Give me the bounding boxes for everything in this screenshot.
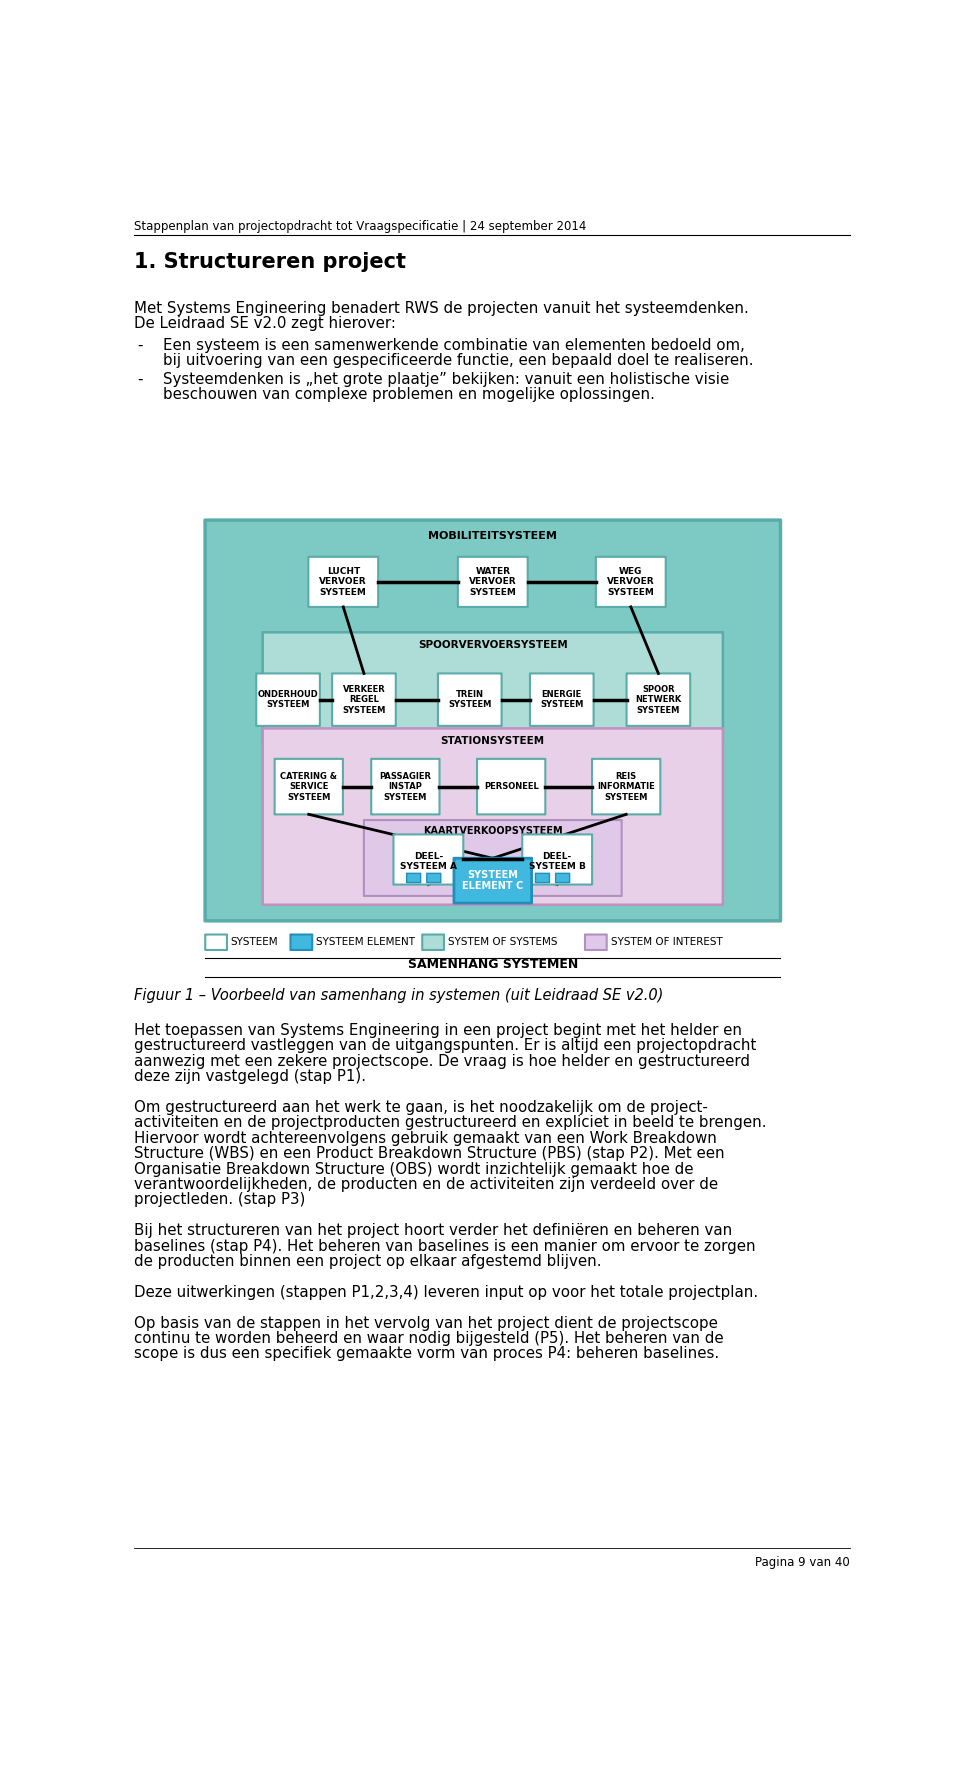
Text: -: - <box>137 338 142 352</box>
Text: projectleden. (stap P3): projectleden. (stap P3) <box>134 1192 305 1208</box>
Text: ENERGIE
SYSTEEM: ENERGIE SYSTEEM <box>540 690 584 709</box>
Text: activiteiten en de projectproducten gestructureerd en expliciet in beeld te bren: activiteiten en de projectproducten gest… <box>134 1116 766 1130</box>
Text: CATERING &
SERVICE
SYSTEEM: CATERING & SERVICE SYSTEEM <box>280 771 337 801</box>
Text: Deze uitwerkingen (stappen P1,2,3,4) leveren input op voor het totale projectpla: Deze uitwerkingen (stappen P1,2,3,4) lev… <box>134 1284 758 1300</box>
FancyBboxPatch shape <box>438 674 501 725</box>
Text: 1. Structureren project: 1. Structureren project <box>134 253 406 272</box>
FancyBboxPatch shape <box>407 874 420 883</box>
FancyBboxPatch shape <box>596 557 665 607</box>
Text: ONDERHOUD
SYSTEEM: ONDERHOUD SYSTEEM <box>257 690 319 709</box>
Text: Figuur 1 – Voorbeeld van samenhang in systemen (uit Leidraad SE v2.0): Figuur 1 – Voorbeeld van samenhang in sy… <box>134 989 663 1003</box>
FancyBboxPatch shape <box>556 874 569 883</box>
Text: PERSONEEL: PERSONEEL <box>484 782 539 791</box>
Text: SYSTEEM
ELEMENT C: SYSTEEM ELEMENT C <box>462 870 523 892</box>
FancyBboxPatch shape <box>592 759 660 814</box>
Text: De Leidraad SE v2.0 zegt hierover:: De Leidraad SE v2.0 zegt hierover: <box>134 317 396 331</box>
Text: PASSAGIER
INSTAP
SYSTEEM: PASSAGIER INSTAP SYSTEEM <box>379 771 431 801</box>
Text: WEG
VERVOER
SYSTEEM: WEG VERVOER SYSTEEM <box>607 568 655 596</box>
FancyBboxPatch shape <box>263 729 723 904</box>
FancyBboxPatch shape <box>477 759 545 814</box>
Text: Op basis van de stappen in het vervolg van het project dient de projectscope: Op basis van de stappen in het vervolg v… <box>134 1316 718 1330</box>
Text: TREIN
SYSTEEM: TREIN SYSTEEM <box>448 690 492 709</box>
Text: SAMENHANG SYSTEMEN: SAMENHANG SYSTEMEN <box>408 957 578 971</box>
Text: de producten binnen een project op elkaar afgestemd blijven.: de producten binnen een project op elkaa… <box>134 1254 602 1268</box>
FancyBboxPatch shape <box>585 934 607 950</box>
FancyBboxPatch shape <box>422 934 444 950</box>
Text: KAARTVERKOOPSYSTEEM: KAARTVERKOOPSYSTEEM <box>423 826 563 837</box>
Text: WATER
VERVOER
SYSTEEM: WATER VERVOER SYSTEEM <box>469 568 516 596</box>
Text: aanwezig met een zekere projectscope. De vraag is hoe helder en gestructureerd: aanwezig met een zekere projectscope. De… <box>134 1054 750 1068</box>
Text: STATIONSYSTEEM: STATIONSYSTEEM <box>441 736 545 747</box>
Text: SPOOR
NETWERK
SYSTEEM: SPOOR NETWERK SYSTEEM <box>636 685 682 715</box>
FancyBboxPatch shape <box>427 874 441 883</box>
FancyBboxPatch shape <box>291 934 312 950</box>
Text: Pagina 9 van 40: Pagina 9 van 40 <box>756 1557 850 1569</box>
FancyBboxPatch shape <box>364 821 622 895</box>
FancyBboxPatch shape <box>530 674 593 725</box>
Text: Een systeem is een samenwerkende combinatie van elementen bedoeld om,: Een systeem is een samenwerkende combina… <box>162 338 745 352</box>
Text: Hiervoor wordt achtereenvolgens gebruik gemaakt van een Work Breakdown: Hiervoor wordt achtereenvolgens gebruik … <box>134 1130 717 1146</box>
FancyBboxPatch shape <box>627 674 690 725</box>
FancyBboxPatch shape <box>205 934 227 950</box>
Text: MOBILITEITSYSTEEM: MOBILITEITSYSTEEM <box>428 531 557 541</box>
FancyBboxPatch shape <box>536 874 549 883</box>
Text: VERKEER
REGEL
SYSTEEM: VERKEER REGEL SYSTEEM <box>343 685 386 715</box>
Text: Organisatie Breakdown Structure (OBS) wordt inzichtelijk gemaakt hoe de: Organisatie Breakdown Structure (OBS) wo… <box>134 1162 693 1176</box>
Text: scope is dus een specifiek gemaakte vorm van proces P4: beheren baselines.: scope is dus een specifiek gemaakte vorm… <box>134 1346 719 1362</box>
Text: continu te worden beheerd en waar nodig bijgesteld (P5). Het beheren van de: continu te worden beheerd en waar nodig … <box>134 1330 724 1346</box>
FancyBboxPatch shape <box>454 858 532 902</box>
Text: Structure (WBS) en een Product Breakdown Structure (PBS) (stap P2). Met een: Structure (WBS) en een Product Breakdown… <box>134 1146 725 1160</box>
Text: beschouwen van complexe problemen en mogelijke oplossingen.: beschouwen van complexe problemen en mog… <box>162 387 655 402</box>
FancyBboxPatch shape <box>256 674 320 725</box>
Text: Systeemdenken is „het grote plaatje” bekijken: vanuit een holistische visie: Systeemdenken is „het grote plaatje” bek… <box>162 371 729 387</box>
Text: bij uitvoering van een gespecificeerde functie, een bepaald doel te realiseren.: bij uitvoering van een gespecificeerde f… <box>162 354 754 368</box>
FancyBboxPatch shape <box>522 835 592 884</box>
Text: Met Systems Engineering benadert RWS de projecten vanuit het systeemdenken.: Met Systems Engineering benadert RWS de … <box>134 301 749 317</box>
FancyBboxPatch shape <box>205 520 780 922</box>
Text: deze zijn vastgelegd (stap P1).: deze zijn vastgelegd (stap P1). <box>134 1068 366 1084</box>
FancyBboxPatch shape <box>332 674 396 725</box>
Text: SYSTEEM: SYSTEEM <box>230 938 278 946</box>
Text: Om gestructureerd aan het werk te gaan, is het noodzakelijk om de project-: Om gestructureerd aan het werk te gaan, … <box>134 1100 708 1114</box>
Text: REIS
INFORMATIE
SYSTEEM: REIS INFORMATIE SYSTEEM <box>597 771 655 801</box>
FancyBboxPatch shape <box>458 557 528 607</box>
FancyBboxPatch shape <box>394 835 464 884</box>
Text: DEEL-
SYSTEEM B: DEEL- SYSTEEM B <box>529 853 586 870</box>
Text: Bij het structureren van het project hoort verder het definiëren en beheren van: Bij het structureren van het project hoo… <box>134 1224 732 1238</box>
Text: baselines (stap P4). Het beheren van baselines is een manier om ervoor te zorgen: baselines (stap P4). Het beheren van bas… <box>134 1238 756 1254</box>
Text: SPOORVERVOERSYSTEEM: SPOORVERVOERSYSTEEM <box>418 640 567 649</box>
Text: SYSTEM OF SYSTEMS: SYSTEM OF SYSTEMS <box>447 938 558 946</box>
Text: verantwoordelijkheden, de producten en de activiteiten zijn verdeeld over de: verantwoordelijkheden, de producten en d… <box>134 1176 718 1192</box>
FancyBboxPatch shape <box>263 632 723 745</box>
Text: gestructureerd vastleggen van de uitgangspunten. Er is altijd een projectopdrach: gestructureerd vastleggen van de uitgang… <box>134 1038 756 1054</box>
FancyBboxPatch shape <box>308 557 378 607</box>
FancyBboxPatch shape <box>372 759 440 814</box>
Text: Het toepassen van Systems Engineering in een project begint met het helder en: Het toepassen van Systems Engineering in… <box>134 1022 742 1038</box>
Text: SYSTEEM ELEMENT: SYSTEEM ELEMENT <box>316 938 415 946</box>
FancyBboxPatch shape <box>275 759 343 814</box>
Text: SYSTEM OF INTEREST: SYSTEM OF INTEREST <box>611 938 722 946</box>
Text: Stappenplan van projectopdracht tot Vraagspecificatie | 24 september 2014: Stappenplan van projectopdracht tot Vraa… <box>134 219 587 234</box>
Text: DEEL-
SYSTEEM A: DEEL- SYSTEEM A <box>400 853 457 870</box>
Text: LUCHT
VERVOER
SYSTEEM: LUCHT VERVOER SYSTEEM <box>320 568 367 596</box>
Text: -: - <box>137 371 142 387</box>
